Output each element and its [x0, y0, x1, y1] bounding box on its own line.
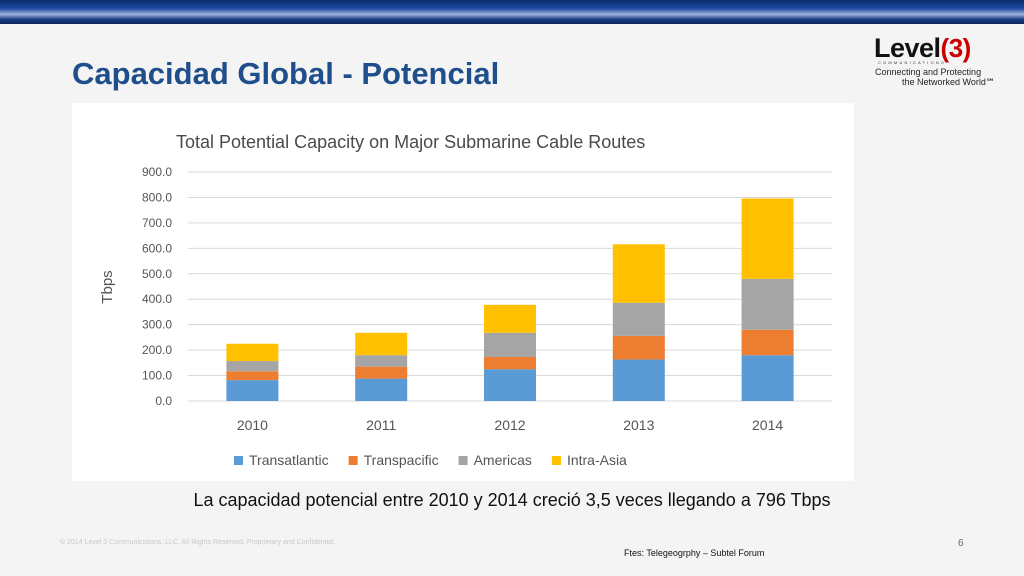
top-banner — [0, 0, 1024, 24]
legend-swatch-intra-asia — [551, 456, 561, 465]
bar-intra-asia-2013 — [612, 244, 665, 303]
page-number: 6 — [958, 538, 964, 549]
bar-transatlantic-2012 — [484, 369, 536, 401]
bar-americas-2012 — [484, 332, 536, 357]
y-tick-label: 100.0 — [142, 369, 172, 383]
y-tick-label: 900.0 — [142, 165, 172, 179]
level3-logo: Level(3) COMMUNICATIONS Connecting and P… — [866, 34, 1006, 88]
bar-americas-2013 — [612, 302, 665, 336]
chart-panel: Total Potential Capacity on Major Submar… — [72, 103, 854, 481]
bar-transpacific-2011 — [355, 366, 408, 379]
copyright-notice: © 2014 Level 3 Communications, LLC. All … — [60, 539, 336, 546]
x-tick-label: 2014 — [752, 417, 783, 433]
bar-americas-2011 — [355, 355, 408, 367]
bar-transpacific-2013 — [612, 335, 665, 360]
bar-americas-2010 — [226, 361, 279, 372]
bar-americas-2014 — [741, 278, 794, 330]
logo-subline: COMMUNICATIONS — [878, 60, 946, 65]
y-tick-label: 800.0 — [142, 190, 172, 204]
x-tick-label: 2010 — [237, 417, 268, 433]
logo-tagline-2: the Networked World℠ — [902, 77, 996, 87]
slide-caption: La capacidad potencial entre 2010 y 2014… — [193, 490, 831, 510]
x-tick-label: 2012 — [494, 417, 525, 433]
bar-intra-asia-2012 — [484, 304, 536, 333]
y-tick-label: 500.0 — [142, 267, 172, 281]
stacked-bar-chart: Total Potential Capacity on Major Submar… — [99, 132, 832, 468]
bar-transatlantic-2011 — [355, 378, 408, 401]
legend-label: Transatlantic — [249, 452, 329, 468]
legend-swatch-americas — [458, 456, 468, 465]
x-tick-label: 2011 — [366, 417, 396, 433]
slide-title: Capacidad Global - Potencial — [72, 56, 500, 91]
logo-tagline: Connecting and Protecting the Networked … — [866, 67, 1006, 87]
bar-transatlantic-2014 — [741, 355, 794, 401]
y-tick-label: 400.0 — [142, 292, 172, 306]
bar-intra-asia-2011 — [355, 332, 408, 356]
legend-label: Transpacific — [364, 452, 439, 468]
logo-brand: Level — [874, 33, 941, 63]
bar-intra-asia-2010 — [226, 343, 279, 362]
source-note: Ftes: Telegeogrphy – Subtel Forum — [624, 548, 765, 558]
logo-tagline-1: Connecting and Protecting — [875, 67, 982, 77]
y-tick-label: 200.0 — [142, 343, 172, 357]
x-tick-label: 2013 — [623, 417, 654, 433]
bar-transatlantic-2013 — [612, 359, 665, 401]
y-tick-label: 600.0 — [142, 241, 172, 255]
chart-title: Total Potential Capacity on Major Submar… — [176, 132, 645, 152]
bar-transpacific-2010 — [226, 371, 279, 381]
logo-brand-number: (3) — [940, 33, 972, 63]
bar-transpacific-2014 — [741, 329, 794, 356]
y-tick-label: 700.0 — [142, 216, 172, 230]
bar-transpacific-2012 — [484, 356, 536, 370]
legend-swatch-transpacific — [348, 456, 358, 465]
legend-label: Intra-Asia — [567, 452, 627, 468]
legend-label: Americas — [474, 452, 532, 468]
y-tick-label: 300.0 — [142, 318, 172, 332]
y-axis-label: Tbps — [99, 270, 116, 303]
bar-intra-asia-2014 — [741, 198, 794, 279]
y-tick-label: 0.0 — [155, 394, 172, 408]
legend-swatch-transatlantic — [234, 456, 243, 465]
bar-transatlantic-2010 — [226, 380, 279, 401]
